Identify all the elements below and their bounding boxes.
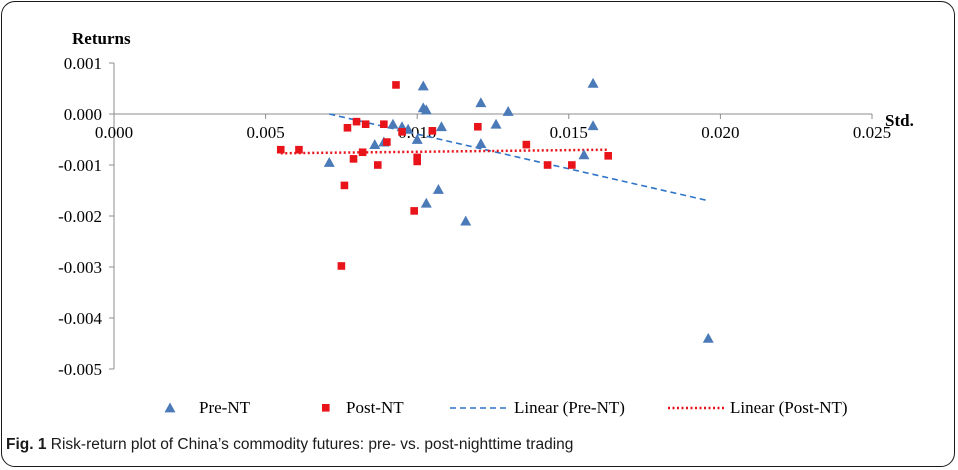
post-nt-point bbox=[383, 138, 391, 146]
post-nt-point bbox=[410, 207, 418, 215]
post-nt-point bbox=[398, 128, 406, 136]
y-tick-label: 0.000 bbox=[64, 105, 102, 124]
pre-nt-point bbox=[587, 120, 599, 131]
y-tick-label: -0.003 bbox=[58, 258, 102, 277]
post-nt-point bbox=[349, 155, 358, 163]
y-tick-label: -0.004 bbox=[58, 309, 102, 328]
y-tick-label: -0.005 bbox=[58, 360, 102, 379]
pre-nt-point bbox=[435, 121, 447, 132]
pre-nt-point bbox=[420, 197, 432, 208]
x-axis-title: Std. bbox=[885, 111, 914, 130]
pre-nt-point bbox=[475, 138, 487, 148]
post-nt-point bbox=[428, 127, 437, 135]
axes: 0.001 0.000 -0.001 -0.002 -0.003 -0.004 -0.005… bbox=[58, 29, 914, 379]
post-nt-point bbox=[358, 148, 367, 157]
figure-caption: Fig. 1 Risk-return plot of China’s commo… bbox=[6, 436, 573, 454]
pre-nt-point bbox=[387, 118, 399, 129]
x-tick-label: 0.000 bbox=[95, 123, 133, 142]
pre-nt-point bbox=[411, 134, 423, 144]
post-nt-point bbox=[276, 145, 285, 154]
x-tick-label: 0.015 bbox=[550, 123, 588, 142]
legend-label-linear-post-nt: Linear (Post-NT) bbox=[730, 398, 848, 417]
pre-nt-point bbox=[417, 80, 429, 91]
x-tick-label: 0.025 bbox=[853, 123, 891, 142]
post-nt-point bbox=[522, 140, 531, 149]
post-nt-point bbox=[337, 262, 346, 270]
post-nt-point bbox=[604, 152, 613, 160]
pre-nt-point bbox=[490, 118, 502, 129]
post-nt-point bbox=[568, 161, 576, 169]
legend-label-linear-pre-nt: Linear (Pre-NT) bbox=[514, 398, 625, 417]
caption-text: Risk-return plot of China’s commodity fu… bbox=[50, 436, 574, 453]
pre-nt-point bbox=[369, 139, 381, 149]
legend-marker-pre-nt bbox=[164, 402, 176, 413]
legend-label-post-nt: Post-NT bbox=[346, 398, 404, 417]
caption-label: Fig. 1 bbox=[6, 436, 47, 453]
post-nt-point bbox=[413, 153, 421, 162]
pre-nt-point bbox=[578, 149, 590, 160]
post-nt-point bbox=[543, 161, 552, 169]
post-nt-point bbox=[413, 157, 421, 166]
post-nt-point bbox=[392, 81, 400, 89]
post-nt-point bbox=[295, 145, 303, 154]
pre-nt-point bbox=[323, 156, 335, 167]
post-nt-point bbox=[343, 123, 352, 132]
y-tick-label: -0.002 bbox=[58, 207, 102, 226]
x-tick-label: 0.005 bbox=[246, 123, 284, 142]
data-points bbox=[276, 77, 714, 343]
legend-marker-post-nt bbox=[322, 404, 330, 412]
post-nt-point bbox=[380, 120, 388, 128]
post-nt-point bbox=[474, 122, 482, 131]
post-nt-point bbox=[352, 117, 361, 126]
pre-nt-point bbox=[587, 77, 599, 88]
pre-nt-point bbox=[420, 104, 432, 115]
pre-nt-point bbox=[502, 105, 514, 116]
post-nt-point bbox=[340, 181, 349, 190]
pre-nt-point bbox=[432, 183, 444, 194]
post-nt-point bbox=[373, 161, 382, 169]
legend: Pre-NT Post-NT Linear (Pre-NT) Linear (Post… bbox=[164, 398, 848, 417]
pre-nt-point bbox=[475, 97, 487, 108]
x-tick-label: 0.020 bbox=[701, 123, 739, 142]
trendline-linear-post-nt bbox=[280, 148, 609, 155]
pre-nt-point bbox=[460, 215, 472, 226]
y-tick-label: -0.001 bbox=[58, 156, 102, 175]
pre-nt-point bbox=[702, 332, 714, 343]
y-tick-label: 0.001 bbox=[64, 54, 102, 73]
y-axis-title: Returns bbox=[72, 29, 131, 48]
post-nt-point bbox=[361, 120, 370, 128]
legend-label-pre-nt: Pre-NT bbox=[199, 398, 251, 417]
